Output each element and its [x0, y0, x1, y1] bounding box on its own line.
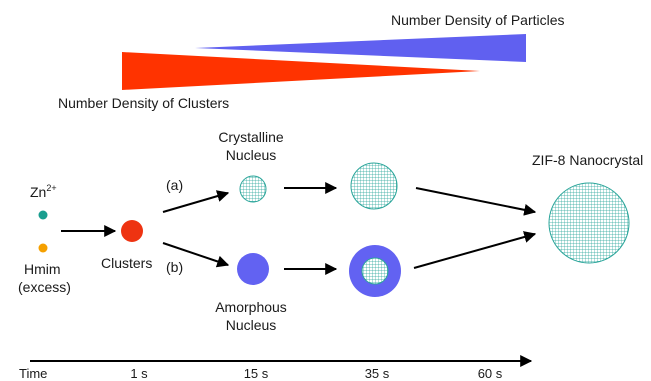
- time-label: Time: [19, 366, 47, 381]
- arrow-to-nanocrystal-b: [413, 231, 537, 269]
- path-a-label: (a): [166, 177, 183, 193]
- time-tick-1s: 1 s: [130, 366, 148, 381]
- crystalline-nucleus-label-line1: Crystalline: [218, 129, 284, 145]
- hmim-label: Hmim: [24, 261, 61, 277]
- time-tick-35s: 35 s: [365, 366, 390, 381]
- amorphous-nucleus-label-line1: Amorphous: [215, 299, 287, 315]
- clusters-density-label: Number Density of Clusters: [58, 95, 229, 111]
- hmim-dot: [38, 243, 48, 253]
- crystalline-nucleus-label-line2: Nucleus: [226, 147, 277, 163]
- time-tick-15s: 15 s: [244, 366, 269, 381]
- clusters-density-wedge: [122, 52, 480, 90]
- clusters-dot: [121, 220, 143, 242]
- arrow-path-b: [162, 242, 230, 268]
- arrow-to-nanocrystal-a: [415, 187, 537, 216]
- hmim-excess-label: (excess): [18, 279, 71, 295]
- nanocrystal-label: ZIF-8 Nanocrystal: [532, 152, 643, 168]
- crystalline-core: [361, 257, 389, 285]
- amorphous-nucleus-label-line2: Nucleus: [226, 317, 277, 333]
- amorphous-nucleus: [237, 253, 269, 285]
- zif8-nanocrystal: [548, 182, 630, 264]
- particles-density-wedge: [195, 34, 526, 62]
- particles-density-label: Number Density of Particles: [391, 12, 565, 28]
- growing-crystal-a: [350, 162, 398, 210]
- arrow-path-a: [162, 190, 230, 213]
- zn-ion-dot: [38, 210, 48, 220]
- path-b-label: (b): [166, 259, 183, 275]
- time-tick-60s: 60 s: [478, 366, 503, 381]
- clusters-label: Clusters: [101, 255, 152, 271]
- crystalline-nucleus: [239, 175, 267, 203]
- zn-label: Zn2+: [30, 183, 57, 200]
